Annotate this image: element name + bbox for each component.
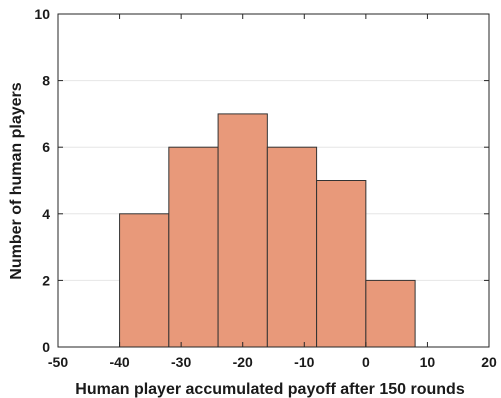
x-axis-label: Human player accumulated payoff after 15… <box>75 381 465 398</box>
histogram-bars <box>119 113 416 348</box>
y-tick-label: 10 <box>34 6 50 22</box>
axes <box>57 13 490 348</box>
y-tick-label: 8 <box>42 73 50 89</box>
y-tick-label: 4 <box>42 206 50 222</box>
x-tick-label: 20 <box>481 354 497 370</box>
y-tick-label: 6 <box>42 139 50 155</box>
x-tick-label: -20 <box>233 354 253 370</box>
histogram-bar <box>168 146 219 348</box>
x-tick-label: 0 <box>362 354 370 370</box>
x-tick-label: -10 <box>294 354 314 370</box>
histogram-bar <box>365 279 416 348</box>
x-tick-label: -30 <box>171 354 191 370</box>
y-tick-label: 2 <box>42 272 50 288</box>
histogram-bar <box>119 213 170 348</box>
x-tick-label: -50 <box>48 354 68 370</box>
histogram-bar <box>316 180 367 348</box>
x-axis-ticks: -50 -40 -30 -20 -10 0 10 20 <box>48 14 497 370</box>
y-tick-label: 0 <box>42 339 50 355</box>
plot-frame <box>57 13 490 348</box>
x-tick-label: 10 <box>420 354 436 370</box>
y-axis-label: Number of human players <box>8 82 25 279</box>
histogram-bar <box>266 146 318 348</box>
histogram-bar <box>217 113 268 348</box>
x-tick-label: -40 <box>109 354 129 370</box>
y-axis-ticks: 0 2 4 6 8 10 <box>34 6 489 355</box>
